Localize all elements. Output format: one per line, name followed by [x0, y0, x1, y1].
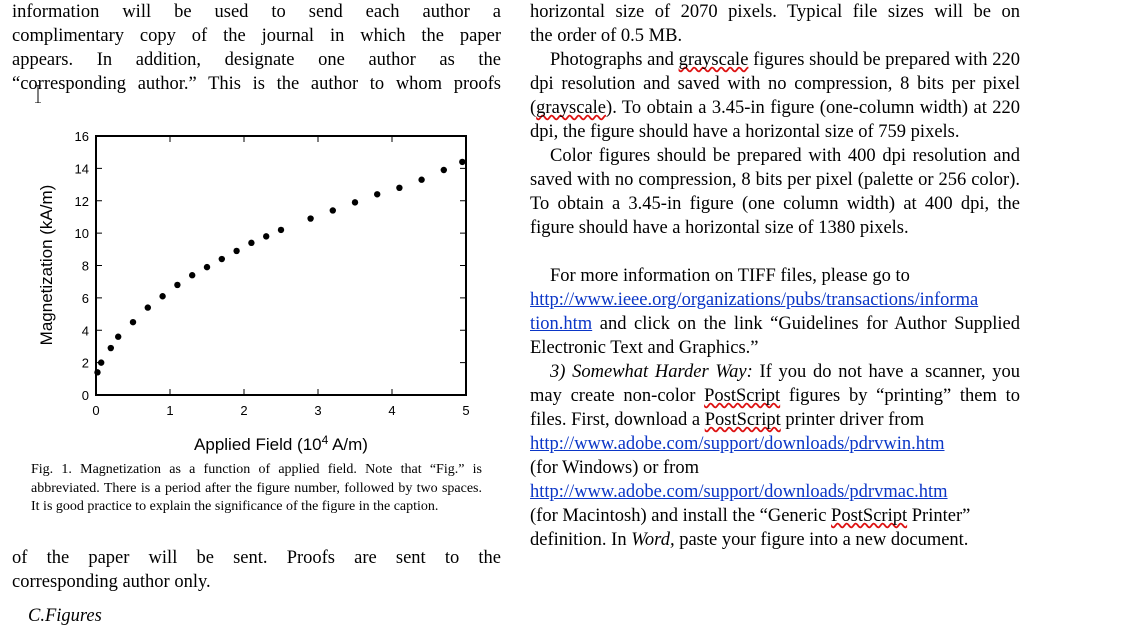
data-point	[97, 359, 105, 366]
text-run: (for Macintosh) and install the “Generic	[530, 506, 832, 526]
data-point	[459, 158, 466, 166]
text-run: printer driver from	[780, 410, 925, 430]
ieee-guidelines-link[interactable]: http://www.ieee.org/organizations/pubs/t…	[530, 290, 979, 310]
paragraph-postscript: 3) Somewhat Harder Way: If you do not ha…	[530, 360, 1020, 552]
body-text-line: information will be used to send each au…	[12, 2, 501, 22]
text-run: and click on the link “Guidelines for Au…	[530, 314, 1020, 358]
x-tick-label: 3	[314, 403, 321, 418]
data-point	[189, 272, 196, 279]
data-point	[277, 226, 285, 234]
data-point	[233, 247, 240, 255]
body-text-line: of the paper will be sent. Proofs are se…	[12, 548, 501, 568]
data-point	[396, 184, 403, 191]
text-run: ). To obtain a 3.45-in figure (one-colum…	[530, 98, 1020, 142]
adobe-windows-driver-link[interactable]: http://www.adobe.com/support/downloads/p…	[530, 434, 945, 454]
adobe-mac-driver-link[interactable]: http://www.adobe.com/support/downloads/p…	[530, 482, 948, 502]
data-point	[115, 333, 122, 340]
plot-frame	[95, 135, 467, 396]
section-subheading: C.Figures	[28, 606, 102, 626]
text-cursor-icon	[35, 85, 41, 103]
x-tick-label: 0	[92, 403, 99, 418]
text-run: (for Windows) or from	[530, 458, 699, 478]
text-run: figures should be prepared with 220 dpi …	[530, 50, 1020, 118]
data-point	[174, 281, 181, 289]
spelling-flag-word[interactable]: PostScript	[831, 506, 908, 526]
right-column: horizontal size of 2070 pixels. Typical …	[530, 0, 1020, 552]
x-tick-label: 1	[166, 403, 173, 418]
body-text-line: “corresponding author.” This is the auth…	[12, 74, 501, 94]
data-point	[159, 293, 166, 300]
text-run: definition. In	[530, 530, 632, 550]
ieee-guidelines-link-continued[interactable]: tion.htm	[530, 314, 593, 334]
data-point	[374, 191, 381, 198]
paragraph-tiff: For more information on TIFF files, plea…	[530, 264, 1020, 360]
x-tick-label: 2	[240, 403, 247, 418]
data-point	[307, 215, 314, 222]
text-run: Photographs and	[550, 50, 679, 70]
figure-caption: Fig. 1. Magnetization as a function of a…	[31, 462, 482, 514]
y-tick-label: 16	[75, 129, 89, 144]
word-program-name: Word,	[631, 530, 675, 550]
y-tick-label: 0	[82, 388, 89, 403]
y-tick-label: 12	[75, 194, 89, 209]
x-tick-label: 4	[388, 403, 395, 418]
paragraph-grayscale: Photographs and grayscale figures should…	[530, 48, 1020, 144]
y-tick-label: 6	[82, 291, 89, 306]
x-tick-label: 5	[462, 403, 469, 418]
data-point	[329, 207, 336, 214]
y-tick-label: 10	[75, 226, 89, 241]
body-text-line: horizontal size of 2070 pixels. Typical …	[530, 2, 1020, 22]
data-point	[263, 233, 270, 240]
text-run: figures by “printing” them to files. Fir…	[530, 386, 1020, 430]
data-point	[440, 166, 447, 174]
body-text-line: the order of 0.5 MB.	[530, 26, 683, 46]
left-column: information will be used to send each au…	[12, 0, 501, 96]
y-tick-label: 4	[82, 323, 89, 338]
data-point	[107, 344, 115, 352]
body-text-line: corresponding author only.	[12, 572, 211, 592]
data-point	[248, 239, 255, 247]
method-heading: 3) Somewhat Harder Way:	[550, 362, 753, 382]
text-run: If you do not have a scanner, you may cr…	[530, 362, 1020, 406]
y-axis-label: Magnetization (kA/m)	[37, 185, 56, 346]
data-point	[144, 304, 151, 311]
spelling-flag-word[interactable]: grayscale	[536, 98, 607, 118]
text-run: paste your figure into a new document.	[674, 530, 969, 550]
body-text-line: complimentary copy of the journal in whi…	[12, 26, 501, 46]
data-point	[203, 263, 211, 271]
data-point	[94, 369, 101, 376]
text-run: Printer”	[907, 506, 971, 526]
text-run: For more information on TIFF files, plea…	[550, 266, 910, 286]
y-tick-label: 14	[75, 161, 89, 176]
left-column-after-figure: of the paper will be sent. Proofs are se…	[12, 546, 501, 594]
data-point	[351, 199, 359, 206]
spelling-flag-word[interactable]: PostScript	[704, 386, 781, 406]
spelling-flag-word[interactable]: PostScript	[704, 410, 781, 430]
y-tick-label: 2	[82, 356, 89, 371]
y-tick-label: 8	[82, 259, 89, 274]
body-text-line: appears. In addition, designate one auth…	[12, 50, 501, 70]
paragraph-color: Color figures should be prepared with 40…	[530, 146, 1020, 238]
x-axis-label: Applied Field (104 A/m)	[194, 433, 368, 454]
data-point	[218, 255, 225, 263]
paragraph-spacer	[530, 240, 1020, 264]
data-point	[129, 318, 137, 326]
spelling-flag-word[interactable]: grayscale	[678, 50, 749, 70]
data-point	[418, 176, 425, 183]
